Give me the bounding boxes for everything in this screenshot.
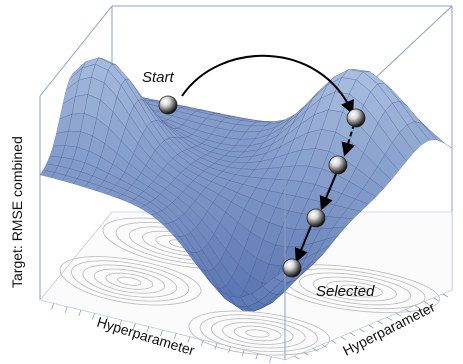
step-arrow-3: [294, 225, 312, 263]
step-arrow-2: [319, 173, 337, 211]
floor-tick: [312, 347, 319, 352]
contour-line: [210, 318, 306, 349]
floor-tick: [321, 344, 328, 348]
contour-line: [59, 256, 202, 306]
contour-line: [82, 264, 178, 298]
floor-tick: [146, 326, 150, 333]
floor-tick: [187, 336, 191, 343]
contour-line: [233, 325, 282, 342]
floor-tick: [433, 297, 439, 302]
step-arrow-1: [341, 123, 355, 157]
start-ball: [158, 95, 178, 115]
floor-tick: [331, 340, 337, 344]
floor-tick: [303, 351, 309, 356]
floor-tick: [160, 329, 163, 337]
floor-tick: [105, 316, 109, 323]
floor-tick: [119, 319, 123, 327]
floor-tick: [405, 309, 411, 313]
floor-tick: [359, 328, 365, 333]
contour-line: [93, 268, 166, 294]
start-annotation: Start: [142, 69, 175, 86]
contour-line: [188, 310, 331, 356]
floor-tick: [396, 312, 402, 317]
floor-tick: [228, 346, 231, 353]
floor-tick: [241, 349, 245, 357]
floor-tick: [64, 306, 68, 313]
z-axis-label: Target: RMSE combined: [9, 136, 25, 288]
floor-tick: [414, 305, 421, 309]
floor-tick: [340, 336, 346, 341]
contour-line: [117, 276, 142, 286]
contour-line: [299, 272, 412, 306]
floor-tick: [255, 353, 259, 360]
contour-line: [340, 284, 369, 294]
floor-tick: [368, 324, 374, 329]
contour-line: [312, 276, 397, 302]
floor-tick: [78, 309, 82, 317]
path-ball-2: [328, 155, 348, 175]
contour-line: [222, 322, 294, 345]
floor-tick: [132, 323, 136, 330]
path-ball-1: [346, 108, 366, 128]
contour-line: [245, 329, 270, 338]
floor-tick: [173, 333, 177, 340]
jump-arrow: [181, 54, 354, 115]
floor-tick: [377, 320, 383, 325]
floor-tick-marks: [51, 293, 448, 363]
floor-tick: [349, 332, 356, 337]
floor-tick: [92, 313, 95, 320]
floor-tick: [386, 316, 393, 321]
contour-line: [326, 280, 383, 298]
contour-line: [70, 260, 190, 302]
floor-tick: [442, 293, 448, 298]
floor-tick: [294, 355, 300, 360]
rmse-surface: [39, 57, 453, 312]
selected-ball: [282, 258, 302, 278]
path-ball-3: [306, 208, 326, 228]
contour-line: [105, 272, 154, 290]
floor-tick: [51, 303, 54, 310]
floor-tick: [269, 356, 272, 363]
contour-line: [199, 314, 318, 352]
floor-tick: [214, 343, 218, 350]
selected-annotation: Selected: [316, 283, 375, 300]
floor-tick: [423, 301, 430, 306]
floor-tick: [200, 339, 204, 347]
